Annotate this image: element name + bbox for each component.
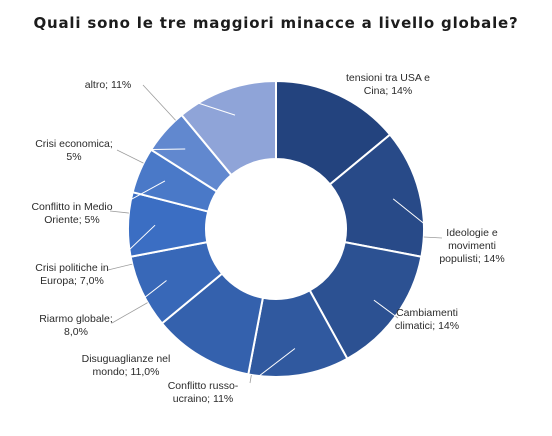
leader-line-outer-8 <box>116 149 144 164</box>
slice-label-line: movimenti <box>448 240 496 252</box>
slice-label-9: altro; 11% <box>85 79 132 91</box>
leader-line-2 <box>373 299 399 319</box>
slice-label-8: Crisi economica; 5% <box>35 138 113 163</box>
leader-line-outer-5 <box>111 302 148 324</box>
slice-label-line: Europa; 7,0% <box>40 275 104 287</box>
leader-line-outer-6 <box>107 263 133 271</box>
slice-label-line: climatici; 14% <box>395 320 459 332</box>
slice-label-3: Conflitto russo-ucraino; 11% <box>168 380 239 405</box>
slice-9 <box>180 79 277 177</box>
slice-label-line: altro; 11% <box>85 79 132 91</box>
slice-label-line: populisti; 14% <box>439 253 504 265</box>
leader-line-outer-3 <box>249 374 252 384</box>
slice-label-0: tensioni tra USA e Cina; 14% <box>346 72 430 97</box>
leader-line-7 <box>109 180 166 212</box>
slice-label-6: Crisi politiche in Europa; 7,0% <box>35 262 109 287</box>
leader-line-8 <box>116 148 186 151</box>
slice-label-line: 8,0% <box>64 326 88 338</box>
slice-label-line: Conflitto russo- <box>168 380 239 392</box>
slices-group <box>127 79 425 378</box>
slice-label-line: Riarmo globale; <box>39 313 113 325</box>
leader-line-outer-7 <box>109 210 129 214</box>
slice-label-line: Cambiamenti <box>396 307 458 319</box>
slice-label-line: tensioni tra USA e <box>346 72 430 84</box>
slice-label-line: mondo; 11,0% <box>93 366 160 378</box>
slice-label-1: Ideologie e movimenti populisti; 14% <box>439 227 504 265</box>
slice-label-line: Crisi economica; <box>35 138 113 150</box>
slice-label-7: Conflitto in Medio Oriente; 5% <box>31 201 112 226</box>
leader-line-3 <box>249 348 296 384</box>
leader-line-outer-9 <box>142 84 176 121</box>
leader-line-1 <box>392 198 443 239</box>
slice-label-4: Disuguaglianze nel mondo; 11,0% <box>82 353 171 378</box>
slice-label-line: ucraino; 11% <box>173 393 234 405</box>
chart-title: Quali sono le tre maggiori minacce a liv… <box>33 14 519 32</box>
leader-line-9 <box>142 84 236 116</box>
slice-label-line: Crisi politiche in <box>35 262 109 274</box>
slice-label-line: Oriente; 5% <box>44 214 99 226</box>
slice-label-line: 5% <box>66 151 81 163</box>
leader-line-outer-2 <box>395 315 399 319</box>
slice-label-5: Riarmo globale; 8,0% <box>39 313 113 338</box>
leader-line-5 <box>111 280 167 324</box>
slice-label-2: Cambiamenti climatici; 14% <box>395 307 459 332</box>
leader-line-outer-1 <box>423 236 443 239</box>
labels-group: tensioni tra USA e Cina; 14%Ideologie e mo… <box>31 72 504 405</box>
leader-lines-group <box>107 84 443 384</box>
slice-label-line: Ideologie e <box>446 227 498 239</box>
slice-label-line: Cina; 14% <box>364 85 412 97</box>
slice-label-line: Conflitto in Medio <box>31 201 112 213</box>
slice-label-line: Disuguaglianze nel <box>82 353 171 365</box>
leader-line-6 <box>107 224 156 271</box>
